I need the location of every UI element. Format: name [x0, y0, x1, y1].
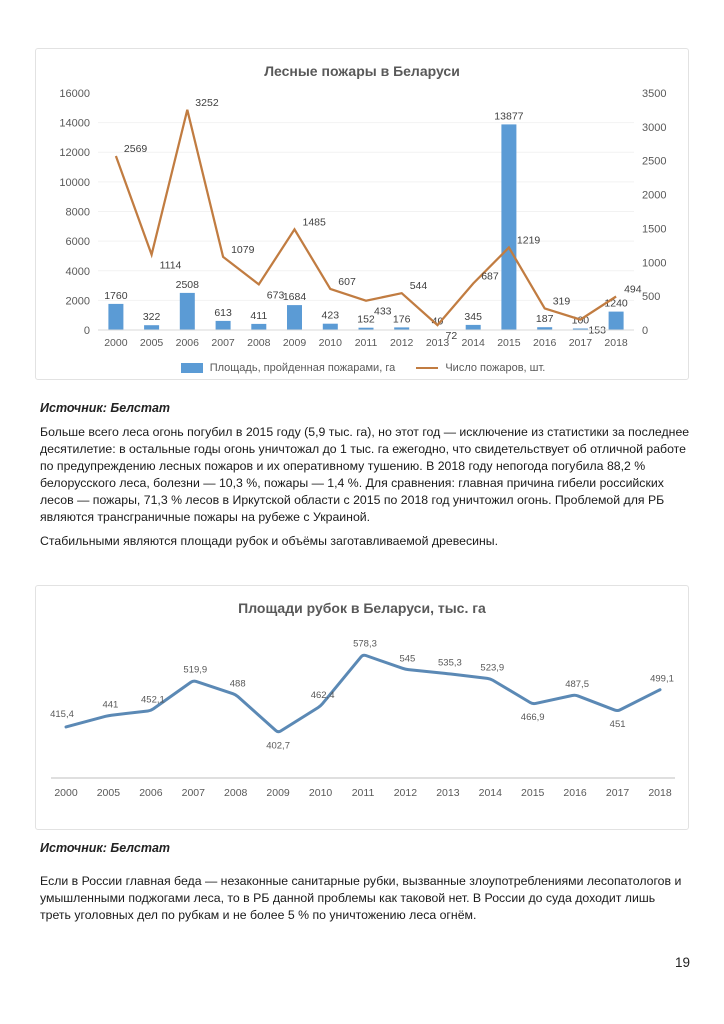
svg-text:499,1: 499,1 — [650, 674, 674, 685]
svg-text:152: 152 — [357, 314, 375, 326]
svg-text:176: 176 — [393, 313, 411, 325]
svg-text:2014: 2014 — [479, 787, 503, 796]
svg-text:523,9: 523,9 — [480, 663, 504, 674]
svg-text:153: 153 — [588, 325, 606, 337]
svg-text:3500: 3500 — [642, 88, 666, 100]
svg-text:10000: 10000 — [59, 177, 90, 189]
svg-text:322: 322 — [143, 311, 161, 323]
svg-text:2005: 2005 — [140, 337, 164, 349]
svg-text:4000: 4000 — [66, 266, 90, 278]
svg-text:319: 319 — [553, 295, 571, 307]
svg-text:2007: 2007 — [211, 337, 235, 349]
svg-text:2010: 2010 — [309, 787, 333, 796]
svg-text:451: 451 — [610, 719, 626, 730]
svg-text:500: 500 — [642, 291, 660, 303]
svg-text:1485: 1485 — [303, 216, 327, 228]
svg-text:2008: 2008 — [224, 787, 248, 796]
svg-text:1500: 1500 — [642, 223, 666, 235]
svg-text:462,4: 462,4 — [311, 690, 335, 701]
svg-text:1760: 1760 — [104, 290, 128, 302]
svg-text:2009: 2009 — [283, 337, 307, 349]
svg-text:2006: 2006 — [139, 787, 163, 796]
svg-text:535,3: 535,3 — [438, 658, 462, 669]
svg-text:1000: 1000 — [642, 257, 666, 269]
svg-text:488: 488 — [230, 679, 246, 690]
svg-text:1114: 1114 — [160, 260, 182, 272]
svg-text:2017: 2017 — [606, 787, 630, 796]
svg-text:2013: 2013 — [436, 787, 460, 796]
svg-text:0: 0 — [642, 325, 648, 337]
svg-text:2012: 2012 — [394, 787, 418, 796]
svg-text:2000: 2000 — [66, 295, 90, 307]
svg-text:2000: 2000 — [642, 190, 666, 202]
svg-text:402,7: 402,7 — [266, 741, 290, 752]
svg-text:72: 72 — [446, 330, 458, 342]
svg-text:3252: 3252 — [195, 97, 219, 109]
svg-text:0: 0 — [84, 325, 90, 337]
svg-text:578,3: 578,3 — [353, 639, 377, 650]
svg-text:345: 345 — [464, 311, 482, 323]
svg-text:687: 687 — [481, 271, 499, 283]
svg-text:12000: 12000 — [59, 147, 90, 159]
svg-text:2000: 2000 — [104, 337, 128, 349]
svg-text:2017: 2017 — [569, 337, 593, 349]
svg-text:2018: 2018 — [604, 337, 628, 349]
svg-text:2009: 2009 — [266, 787, 290, 796]
svg-text:1240: 1240 — [604, 298, 628, 310]
svg-text:2011: 2011 — [355, 337, 378, 349]
svg-text:545: 545 — [399, 653, 415, 664]
svg-text:2008: 2008 — [247, 337, 271, 349]
svg-text:2007: 2007 — [182, 787, 206, 796]
svg-text:544: 544 — [410, 280, 428, 292]
svg-text:2018: 2018 — [648, 787, 672, 796]
svg-text:613: 613 — [214, 307, 232, 319]
svg-text:607: 607 — [338, 276, 356, 288]
svg-text:2011: 2011 — [352, 787, 375, 796]
svg-text:415,4: 415,4 — [50, 709, 74, 720]
svg-text:452,1: 452,1 — [141, 695, 165, 706]
svg-text:2016: 2016 — [563, 787, 587, 796]
svg-text:187: 187 — [536, 313, 554, 325]
svg-text:2012: 2012 — [390, 337, 414, 349]
svg-text:2500: 2500 — [642, 156, 666, 168]
svg-text:6000: 6000 — [66, 236, 90, 248]
svg-text:1219: 1219 — [517, 235, 541, 247]
svg-text:519,9: 519,9 — [183, 665, 207, 676]
svg-text:2015: 2015 — [521, 787, 545, 796]
svg-text:1684: 1684 — [283, 291, 307, 303]
svg-text:2006: 2006 — [176, 337, 200, 349]
svg-text:2508: 2508 — [176, 279, 200, 291]
svg-text:673: 673 — [267, 289, 285, 301]
svg-text:433: 433 — [374, 306, 392, 318]
svg-text:16000: 16000 — [59, 88, 90, 100]
svg-text:423: 423 — [322, 310, 340, 322]
svg-text:2005: 2005 — [97, 787, 121, 796]
svg-text:14000: 14000 — [59, 118, 90, 130]
svg-text:2000: 2000 — [54, 787, 78, 796]
svg-text:3000: 3000 — [642, 122, 666, 134]
svg-text:13877: 13877 — [494, 110, 523, 122]
svg-text:1079: 1079 — [231, 244, 255, 256]
svg-text:466,9: 466,9 — [521, 712, 545, 723]
svg-text:2014: 2014 — [462, 337, 486, 349]
svg-text:2010: 2010 — [319, 337, 343, 349]
svg-text:2016: 2016 — [533, 337, 557, 349]
svg-text:487,5: 487,5 — [565, 679, 589, 690]
svg-text:8000: 8000 — [66, 207, 90, 219]
svg-text:2569: 2569 — [124, 143, 148, 155]
svg-text:441: 441 — [102, 700, 118, 711]
svg-text:494: 494 — [624, 284, 642, 296]
svg-text:2015: 2015 — [497, 337, 521, 349]
svg-text:411: 411 — [250, 310, 267, 322]
